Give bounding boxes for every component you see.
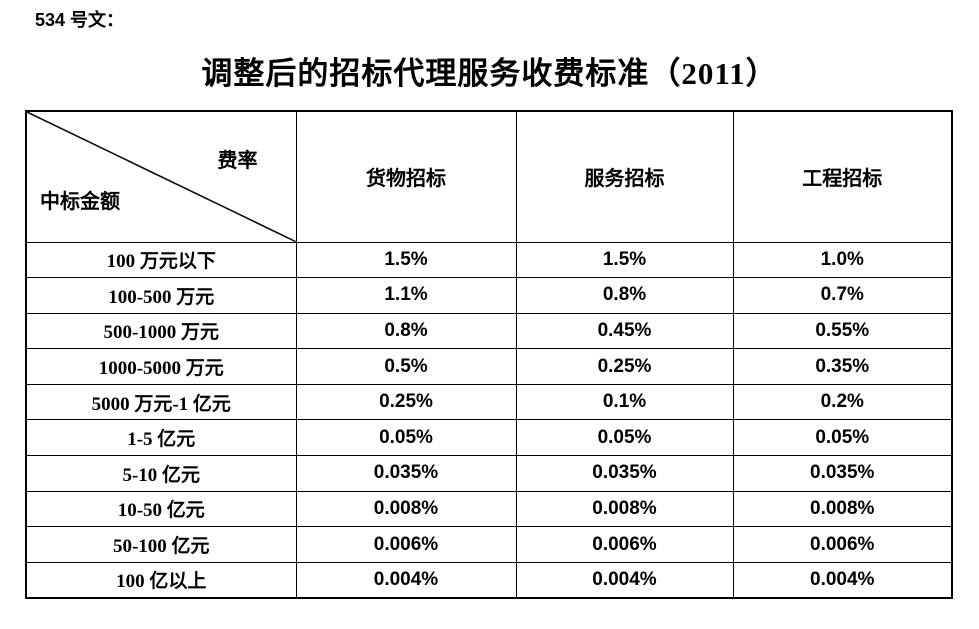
value-cell: 1.5% [515, 241, 734, 279]
table-header-row: 费率 中标金额 货物招标 服务招标 工程招标 [25, 110, 953, 243]
table-row: 5000 万元-1 亿元 0.25% 0.1% 0.2% [25, 383, 953, 421]
row-label-cell: 500-1000 万元 [25, 312, 297, 350]
value-cell: 0.05% [515, 419, 734, 457]
table-row: 100 亿以上 0.004% 0.004% 0.004% [25, 561, 953, 599]
fee-rate-table: 费率 中标金额 货物招标 服务招标 工程招标 100 万元以下 1.5% 1.5… [25, 110, 953, 599]
value-cell: 0.45% [515, 312, 734, 350]
row-label-cell: 100 亿以上 [25, 561, 297, 599]
value-cell: 1.5% [295, 241, 517, 279]
page-title: 调整后的招标代理服务收费标准（2011） [201, 56, 778, 91]
value-cell: 0.004% [295, 561, 517, 599]
value-cell: 0.035% [515, 455, 734, 492]
table-row: 50-100 亿元 0.006% 0.006% 0.006% [25, 526, 953, 563]
value-cell: 0.1% [515, 383, 734, 421]
diagonal-line [27, 112, 296, 242]
value-cell: 0.05% [732, 419, 953, 457]
table-row: 500-1000 万元 0.8% 0.45% 0.55% [25, 312, 953, 350]
value-cell: 0.008% [295, 490, 517, 528]
table-row: 100-500 万元 1.1% 0.8% 0.7% [25, 277, 953, 314]
table-row: 1000-5000 万元 0.5% 0.25% 0.35% [25, 348, 953, 385]
value-cell: 1.0% [732, 241, 953, 279]
table-row: 100 万元以下 1.5% 1.5% 1.0% [25, 241, 953, 279]
value-cell: 0.5% [295, 348, 517, 385]
value-cell: 0.05% [295, 419, 517, 457]
value-cell: 0.035% [295, 455, 517, 492]
column-header-goods: 货物招标 [295, 110, 517, 243]
table-row: 1-5 亿元 0.05% 0.05% 0.05% [25, 419, 953, 457]
value-cell: 0.004% [515, 561, 734, 599]
value-cell: 0.035% [732, 455, 953, 492]
corner-label-rate: 费率 [217, 150, 258, 172]
value-cell: 0.006% [515, 526, 734, 563]
row-label-cell: 1000-5000 万元 [25, 348, 297, 385]
value-cell: 0.8% [515, 277, 734, 314]
value-cell: 0.35% [732, 348, 953, 385]
value-cell: 0.006% [295, 526, 517, 563]
column-header-engineering: 工程招标 [732, 110, 953, 243]
row-label-cell: 50-100 亿元 [25, 526, 297, 563]
row-label-cell: 5-10 亿元 [25, 455, 297, 492]
corner-label-amount: 中标金额 [40, 190, 120, 213]
table-row: 10-50 亿元 0.008% 0.008% 0.008% [25, 490, 953, 528]
value-cell: 0.008% [732, 490, 953, 528]
value-cell: 0.004% [732, 561, 953, 599]
value-cell: 0.7% [732, 277, 953, 314]
doc-number-label: 534 号文： [35, 10, 125, 30]
value-cell: 0.2% [732, 383, 953, 421]
row-label-cell: 1-5 亿元 [25, 419, 297, 457]
diagonal-corner-cell: 费率 中标金额 [25, 110, 297, 243]
value-cell: 0.25% [295, 383, 517, 421]
column-header-services: 服务招标 [515, 110, 734, 243]
row-label-cell: 5000 万元-1 亿元 [25, 383, 297, 421]
table-row: 5-10 亿元 0.035% 0.035% 0.035% [25, 455, 953, 492]
row-label-cell: 100-500 万元 [25, 277, 297, 314]
value-cell: 0.006% [732, 526, 953, 563]
value-cell: 1.1% [295, 277, 517, 314]
value-cell: 0.25% [515, 348, 734, 385]
value-cell: 0.55% [732, 312, 953, 350]
value-cell: 0.8% [295, 312, 517, 350]
row-label-cell: 10-50 亿元 [25, 490, 297, 528]
value-cell: 0.008% [515, 490, 734, 528]
row-label-cell: 100 万元以下 [25, 241, 297, 279]
